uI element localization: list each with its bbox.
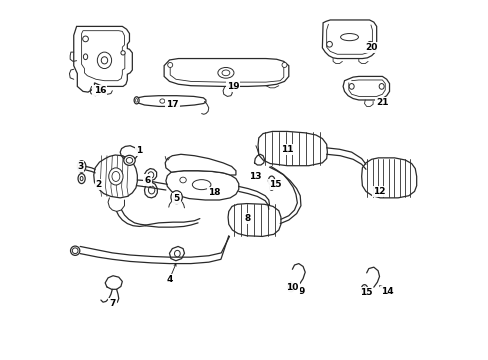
Ellipse shape [72,248,78,253]
Ellipse shape [378,84,384,89]
Polygon shape [361,158,416,198]
Text: 5: 5 [173,194,180,203]
Text: 7: 7 [109,299,115,308]
Text: 9: 9 [298,287,304,296]
Text: 2: 2 [96,180,102,189]
Text: 14: 14 [380,287,393,296]
Ellipse shape [289,285,292,289]
Ellipse shape [108,168,123,185]
Ellipse shape [174,250,180,257]
Text: 18: 18 [207,188,220,197]
Polygon shape [343,76,389,100]
Text: 16: 16 [93,86,106,95]
Ellipse shape [218,67,233,78]
Polygon shape [164,59,288,86]
Ellipse shape [83,54,87,60]
Ellipse shape [70,246,80,255]
Text: 11: 11 [281,145,293,154]
Ellipse shape [348,84,353,89]
Text: 21: 21 [375,98,387,107]
Polygon shape [81,31,124,81]
Polygon shape [165,171,238,200]
Ellipse shape [80,164,83,169]
Text: 17: 17 [166,100,178,109]
Ellipse shape [268,176,274,185]
Text: 19: 19 [226,82,239,91]
Polygon shape [135,96,205,107]
Text: 8: 8 [244,214,250,223]
Polygon shape [94,155,137,198]
Ellipse shape [80,176,83,181]
Ellipse shape [326,41,332,47]
Ellipse shape [180,177,186,183]
Ellipse shape [101,57,107,64]
Text: 3: 3 [77,162,83,171]
Text: 10: 10 [285,283,298,292]
Ellipse shape [269,185,273,190]
Polygon shape [165,154,235,175]
Ellipse shape [148,186,155,194]
Ellipse shape [363,287,365,292]
Ellipse shape [121,51,125,55]
Ellipse shape [366,41,372,47]
Ellipse shape [171,191,182,203]
Ellipse shape [287,283,294,292]
Polygon shape [74,26,132,92]
Ellipse shape [78,174,85,184]
Ellipse shape [222,70,229,76]
Text: 4: 4 [166,275,172,284]
Ellipse shape [173,194,179,201]
Text: 20: 20 [365,43,377,52]
Polygon shape [227,203,281,237]
Ellipse shape [82,36,88,42]
Ellipse shape [167,63,172,67]
Polygon shape [258,131,326,166]
Ellipse shape [361,285,367,294]
Ellipse shape [148,172,153,178]
Ellipse shape [77,161,86,172]
Ellipse shape [112,171,120,181]
Text: 1: 1 [136,146,142,155]
Ellipse shape [192,180,210,190]
Ellipse shape [134,97,139,104]
Text: 15: 15 [268,180,281,189]
Text: 15: 15 [359,288,371,297]
Polygon shape [169,247,184,261]
Text: 6: 6 [144,176,150,185]
Polygon shape [322,20,376,59]
Ellipse shape [282,63,286,67]
Text: 13: 13 [248,172,261,181]
Ellipse shape [123,156,135,165]
Ellipse shape [97,52,111,68]
Ellipse shape [126,157,132,163]
Text: 12: 12 [372,187,385,196]
Ellipse shape [135,99,138,102]
Ellipse shape [340,33,358,41]
Ellipse shape [160,99,164,103]
